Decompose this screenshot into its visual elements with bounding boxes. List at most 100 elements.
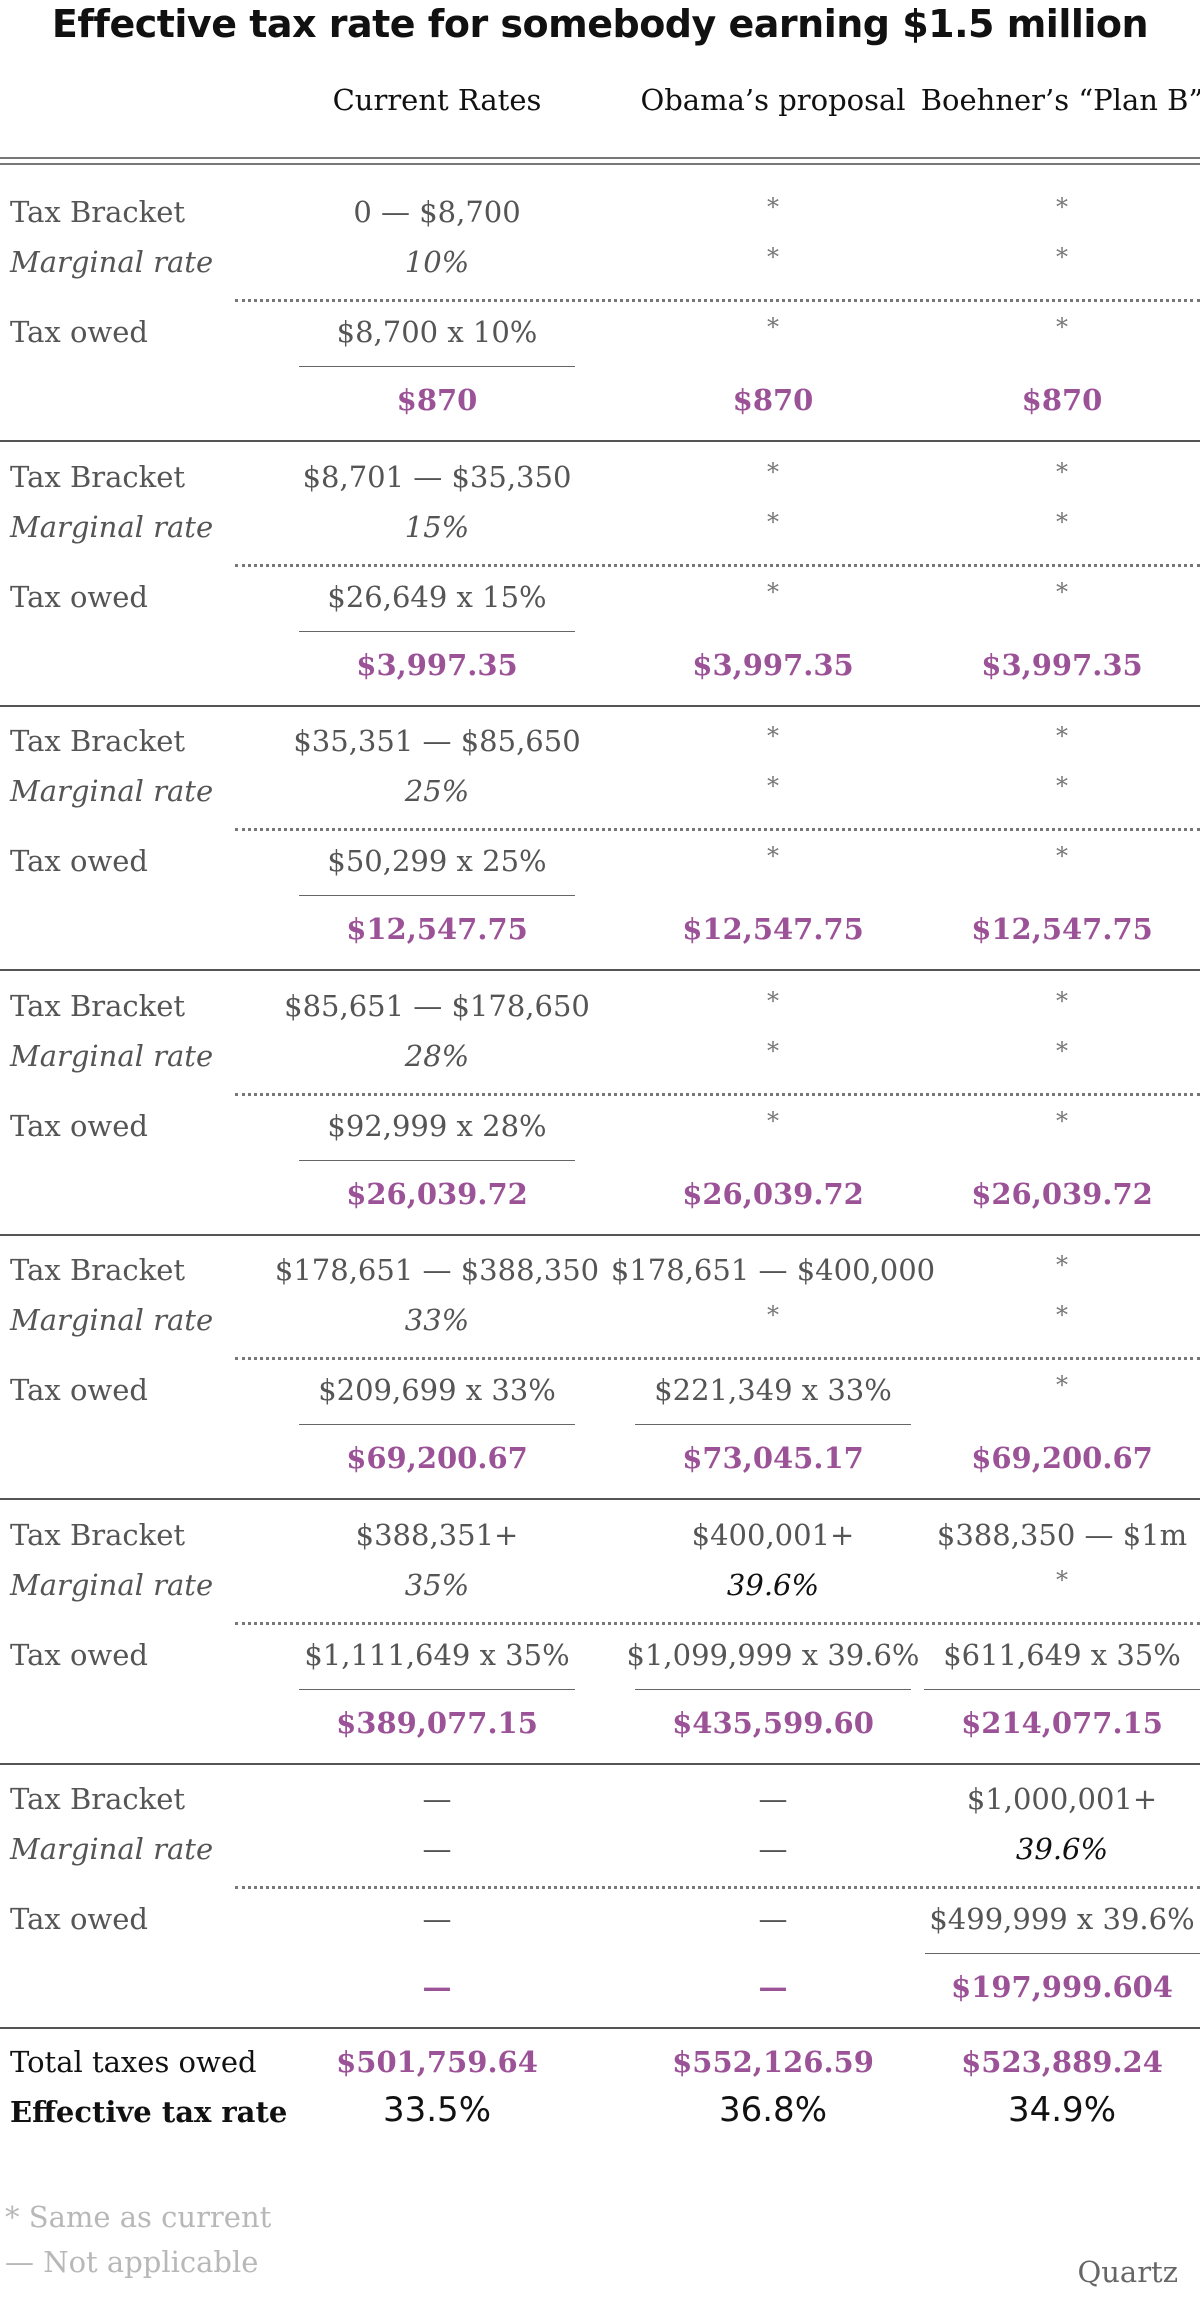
footnote-same: * Same as current [5,2200,272,2234]
bracket-tax-boehner: $197,999.604 [951,1970,1173,2004]
dotted-divider [235,1357,1200,1360]
bracket-tax-boehner: $26,039.72 [971,1176,1153,1211]
bracket-obama: $400,001+ [691,1517,855,1552]
marginal-rate-label: Marginal rate [10,1303,214,1337]
bracket-tax-obama: $12,547.75 [682,912,864,946]
tax-bracket-label: Tax Bracket [10,1517,186,1552]
tax-owed-label: Tax owed [10,1637,148,1672]
tax-owed-boehner: * [1056,1106,1068,1135]
section-divider [0,2027,1200,2029]
bracket-boehner: * [1056,722,1068,750]
bracket-tax-current: $870 [396,383,478,417]
bracket-obama: $178,651 — $400,000 [610,1253,936,1287]
tax-owed-boehner: $499,999 x 39.6% [929,1902,1195,1936]
tax-owed-obama: * [767,1106,779,1135]
calc-underline [299,366,575,367]
total-taxes-obama: $552,126.59 [672,2045,874,2079]
marginal-rate-obama: — [758,1832,788,1866]
marginal-rate-boehner: * [1056,1565,1068,1594]
bracket-boehner: $1,000,001+ [966,1782,1158,1816]
bracket-tax-current: $12,547.75 [346,912,528,946]
section-divider [0,704,1200,707]
bracket-tax-boehner: $870 [1021,383,1103,417]
tax-owed-label: Tax owed [10,1373,148,1407]
marginal-rate-label: Marginal rate [10,509,214,544]
brand-label: Quartz [1077,2255,1178,2289]
effective-rate-boehner: 34.9% [1007,2090,1116,2130]
bracket-obama: * [767,193,779,221]
bracket-current: $35,351 — $85,650 [293,724,581,758]
column-header-obama: Obama’s proposal [640,83,906,117]
tax-owed-boehner: * [1056,1371,1068,1399]
column-header-current: Current Rates [332,83,542,117]
bracket-boehner: $388,350 — $1m [936,1517,1188,1552]
bracket-obama: * [767,986,779,1015]
tax-owed-current: — [422,1902,452,1936]
marginal-rate-obama: 39.6% [726,1567,820,1602]
bracket-tax-boehner: $12,547.75 [971,912,1153,946]
dotted-divider [235,1621,1200,1625]
tax-owed-current: $1,111,649 x 35% [304,1637,570,1672]
tax-owed-boehner: * [1056,577,1068,606]
bracket-tax-obama: — [758,1970,788,2004]
marginal-rate-label: Marginal rate [10,1038,214,1073]
bracket-tax-obama: $870 [732,383,814,417]
marginal-rate-current: 35% [404,1567,470,1602]
calc-underline [635,1688,911,1690]
tax-bracket-label: Tax Bracket [10,724,186,758]
marginal-rate-label: Marginal rate [10,1832,214,1866]
bracket-tax-current: $3,997.35 [356,647,518,682]
bracket-tax-boehner: $214,077.15 [961,1705,1163,1740]
bracket-boehner: * [1056,457,1068,486]
calc-underline [299,1688,575,1690]
tax-owed-label: Tax owed [10,579,148,614]
marginal-rate-label: Marginal rate [10,1567,214,1602]
marginal-rate-boehner: * [1056,507,1068,536]
marginal-rate-boehner: * [1056,1036,1068,1065]
bracket-obama: — [758,1782,788,1816]
marginal-rate-boehner: * [1056,243,1068,271]
tax-bracket-label: Tax Bracket [10,1782,186,1816]
tax-owed-label: Tax owed [10,844,148,878]
marginal-rate-label: Marginal rate [10,774,214,808]
total-taxes-label: Total taxes owed [10,2045,257,2079]
bracket-current: 0 — $8,700 [353,195,521,229]
tax-bracket-label: Tax Bracket [10,1253,186,1287]
calc-underline [299,1424,575,1425]
calc-underline [299,1159,575,1161]
footnote-na: — Not applicable [5,2245,259,2279]
tax-owed-current: $209,699 x 33% [318,1373,556,1407]
marginal-rate-current: — [422,1832,452,1866]
tax-owed-current: $92,999 x 28% [327,1108,547,1143]
total-taxes-boehner: $523,889.24 [961,2045,1163,2079]
tax-owed-boehner: $611,649 x 35% [943,1637,1181,1672]
bracket-tax-boehner: $69,200.67 [971,1441,1153,1475]
tax-owed-obama: — [758,1902,788,1936]
marginal-rate-current: 15% [404,509,470,544]
section-divider [0,1498,1200,1500]
tax-owed-obama: * [767,842,779,870]
bracket-tax-current: — [422,1970,452,2004]
marginal-rate-boehner: * [1056,772,1068,800]
section-divider [0,1762,1200,1765]
marginal-rate-obama: * [767,1036,779,1065]
bracket-tax-obama: $435,599.60 [672,1705,874,1740]
tax-owed-boehner: * [1056,313,1068,341]
calc-underline [299,630,575,632]
column-header-boehner: Boehner’s “Plan B” [920,83,1200,117]
bracket-tax-boehner: $3,997.35 [981,647,1143,682]
tax-owed-current: $8,700 x 10% [336,315,538,349]
calc-underline [299,895,575,896]
dotted-divider [235,563,1200,567]
tax-owed-obama: $221,349 x 33% [654,1373,892,1407]
marginal-rate-obama: * [767,243,779,271]
calc-underline [924,1688,1200,1690]
effective-rate-current: 33.5% [382,2090,491,2130]
bracket-obama: * [767,722,779,750]
tax-owed-boehner: * [1056,842,1068,870]
dotted-divider [235,299,1200,302]
tax-owed-current: $26,649 x 15% [327,579,547,614]
effective-rate-label: Effective tax rate [10,2095,288,2129]
dotted-divider [235,828,1200,831]
section-divider [0,969,1200,971]
